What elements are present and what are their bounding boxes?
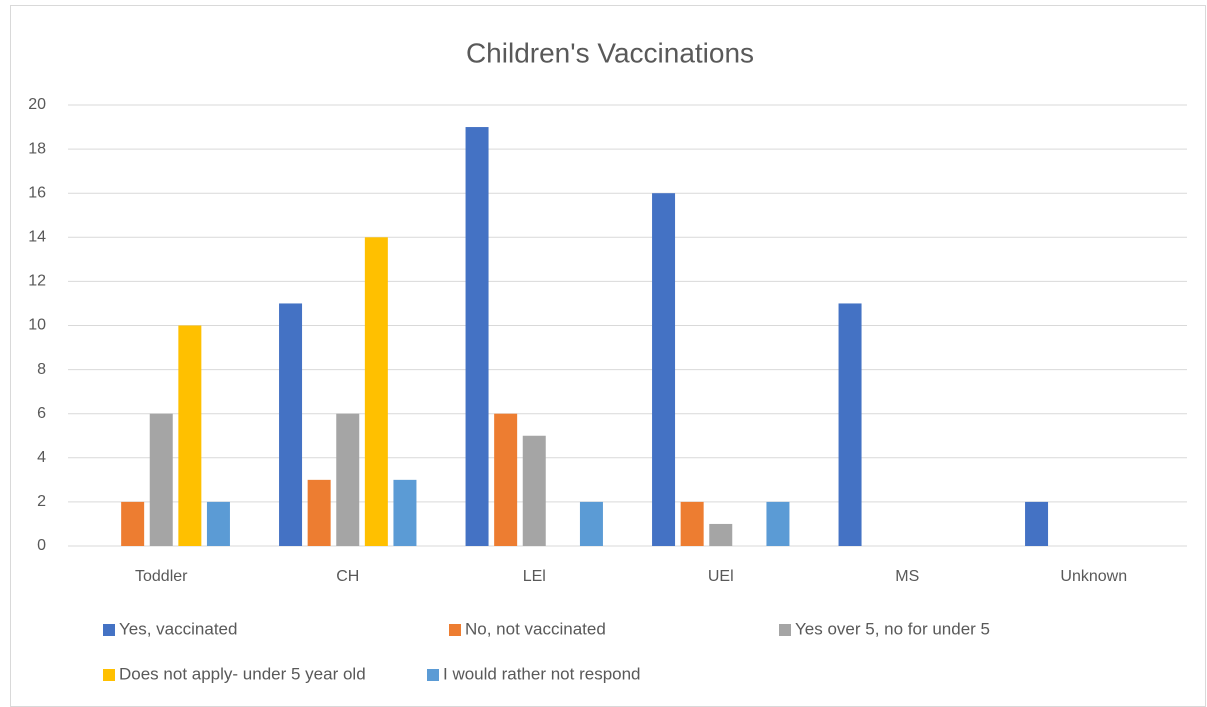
x-tick-label: MS (895, 568, 919, 585)
x-tick-label: Unknown (1060, 568, 1127, 585)
bar (121, 501, 145, 546)
legend-label: I would rather not respond (443, 664, 641, 683)
legend-label: Does not apply- under 5 year old (119, 664, 366, 683)
legend-swatch (427, 669, 439, 681)
legend-swatch (779, 624, 791, 636)
bar (494, 413, 518, 546)
y-tick-label: 14 (28, 229, 46, 246)
y-tick-label: 20 (28, 96, 46, 113)
x-tick-label: UEl (708, 568, 734, 585)
legend-swatch (449, 624, 461, 636)
legend-swatch (103, 624, 115, 636)
bar (766, 501, 790, 546)
bar (680, 501, 704, 546)
y-tick-label: 8 (37, 361, 46, 378)
y-tick-label: 18 (28, 140, 46, 157)
y-tick-label: 10 (28, 317, 46, 334)
x-tick-label: Toddler (135, 568, 188, 585)
bar (393, 479, 417, 546)
bar (709, 523, 733, 546)
bar (522, 435, 546, 546)
bar (336, 413, 360, 546)
legend-label: Yes over 5, no for under 5 (795, 619, 990, 638)
y-tick-label: 16 (28, 184, 46, 201)
chart-border (10, 5, 1206, 707)
bar (1025, 501, 1049, 546)
legend-label: No, not vaccinated (465, 619, 606, 638)
bar (579, 501, 603, 546)
bar (206, 501, 230, 546)
bar (307, 479, 331, 546)
y-tick-label: 0 (37, 537, 46, 554)
x-tick-label: LEl (523, 568, 546, 585)
bar (178, 325, 202, 546)
y-tick-label: 4 (37, 449, 46, 466)
y-tick-label: 12 (28, 273, 46, 290)
y-tick-label: 2 (37, 493, 46, 510)
bar (279, 303, 303, 546)
chart-title: Children's Vaccinations (466, 37, 754, 68)
bar (838, 303, 862, 546)
x-tick-label: CH (336, 568, 359, 585)
bar (465, 127, 489, 547)
legend-swatch (103, 669, 115, 681)
bar (652, 193, 676, 546)
bar (364, 237, 388, 547)
y-tick-label: 6 (37, 405, 46, 422)
legend-label: Yes, vaccinated (119, 619, 237, 638)
bar (149, 413, 173, 546)
